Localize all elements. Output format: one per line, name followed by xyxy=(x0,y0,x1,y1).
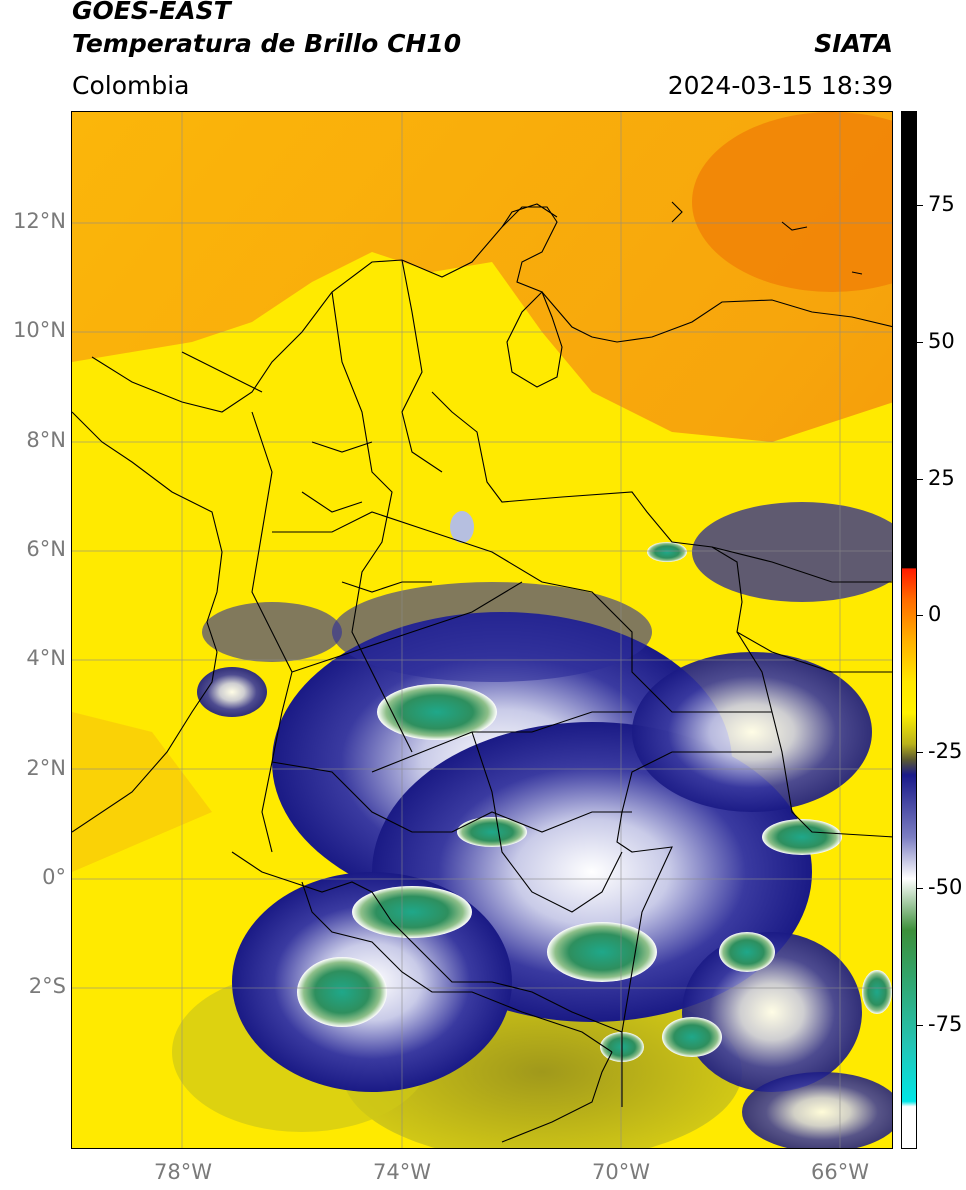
lon-label-78w: 78°W xyxy=(154,1160,212,1184)
lon-label-66w: 66°W xyxy=(811,1160,869,1184)
colorbar-tick xyxy=(917,752,923,753)
colorbar-tick xyxy=(917,615,923,616)
satellite-map[interactable] xyxy=(71,111,893,1149)
colorbar-label-minus25: -25 xyxy=(928,739,963,763)
lat-label-0: 0° xyxy=(42,865,66,889)
colorbar-tick xyxy=(917,205,923,206)
colorbar-label-50: 50 xyxy=(928,329,955,353)
lon-label-74w: 74°W xyxy=(373,1160,431,1184)
region-label: Colombia xyxy=(72,71,190,100)
colorbar-label-minus50: -50 xyxy=(928,875,963,899)
lon-label-70w: 70°W xyxy=(592,1160,650,1184)
lat-label-6n: 6°N xyxy=(26,537,66,561)
colorbar-label-75: 75 xyxy=(928,192,955,216)
satellite-image xyxy=(72,112,892,1148)
colorbar-label-25: 25 xyxy=(928,466,955,490)
lat-label-8n: 8°N xyxy=(26,428,66,452)
lat-label-10n: 10°N xyxy=(13,318,66,342)
lat-label-2s: 2°S xyxy=(28,974,66,998)
colorbar-label-minus75: -75 xyxy=(928,1012,963,1036)
colorbar-tick xyxy=(917,1025,923,1026)
lat-label-4n: 4°N xyxy=(26,646,66,670)
lat-label-12n: 12°N xyxy=(13,209,66,233)
colorbar-tick xyxy=(917,342,923,343)
colorbar-label-0: 0 xyxy=(928,602,942,626)
colorbar-tick xyxy=(917,479,923,480)
temperature-colorbar xyxy=(901,111,917,1149)
satellite-title: GOES-EAST xyxy=(72,0,231,25)
colorbar-tick xyxy=(917,888,923,889)
product-title: Temperatura de Brillo CH10 xyxy=(72,29,462,58)
lat-label-2n: 2°N xyxy=(26,756,66,780)
source-label: SIATA xyxy=(814,29,893,58)
datetime-label: 2024-03-15 18:39 xyxy=(667,71,893,100)
